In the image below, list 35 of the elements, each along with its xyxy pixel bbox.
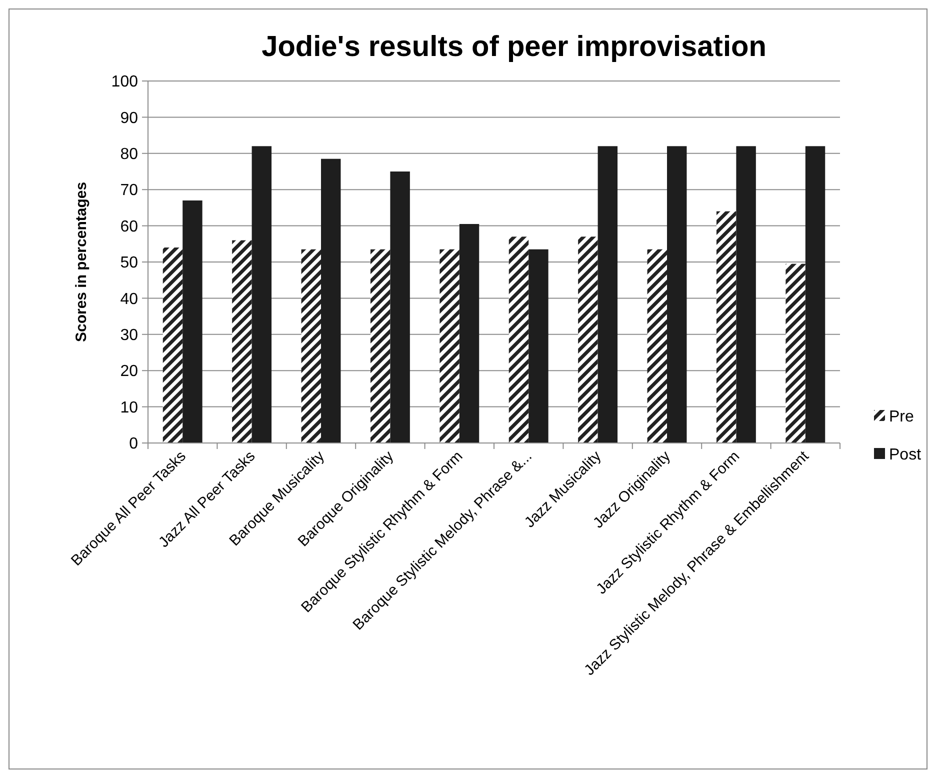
bar [301,249,321,443]
chart-title: Jodie's results of peer improvisation [262,31,766,63]
bar [162,248,183,443]
y-axis-title: Scores in percentages [73,182,90,342]
bar [667,146,687,443]
y-tick-label: 90 [120,110,138,127]
legend-label: Pre [889,408,914,426]
bar [232,240,252,443]
bar [805,146,826,443]
bar [459,224,480,443]
bar [252,146,272,443]
y-tick-label: 70 [120,182,138,200]
bar [390,172,410,443]
bar [647,249,667,443]
bar [578,236,598,443]
y-tick-label: 80 [120,146,138,163]
y-tick-label: 0 [129,436,138,453]
bar [736,146,756,443]
y-tick-label: 50 [120,254,138,272]
y-tick-label: 100 [111,74,138,91]
bar [598,146,618,443]
y-tick-label: 30 [120,327,138,344]
bar [321,158,341,443]
bar [508,236,529,443]
bar [528,249,548,443]
y-tick-label: 40 [120,290,138,308]
bar [440,249,460,443]
bar [370,249,390,443]
y-tick-label: 20 [120,363,138,380]
bar [716,211,736,443]
legend-label: Post [889,446,922,464]
bar [786,264,806,443]
y-tick-label: 10 [120,399,138,416]
bar [182,200,202,443]
y-tick-label: 60 [120,218,138,236]
